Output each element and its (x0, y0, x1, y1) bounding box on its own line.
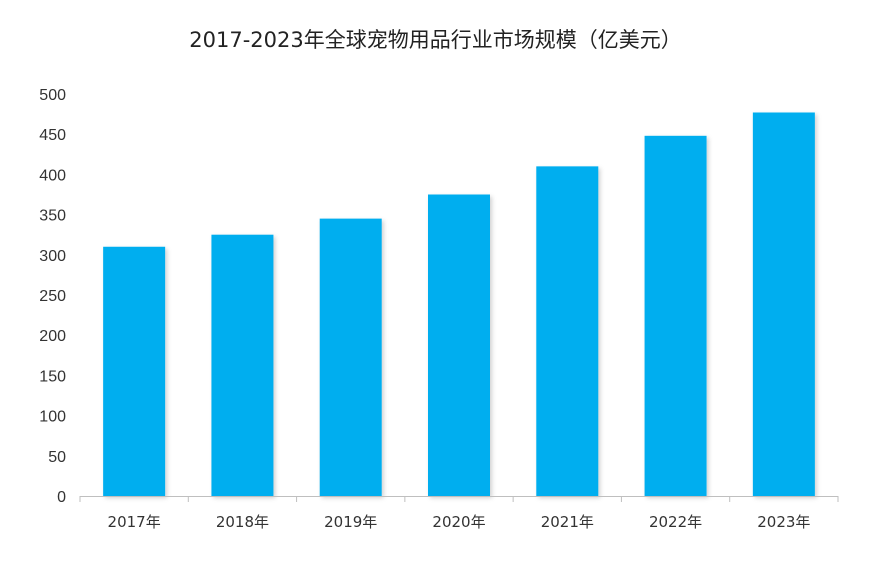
x-tick-label: 2018年 (216, 513, 269, 531)
y-tick-label: 400 (39, 167, 66, 184)
y-tick-label: 150 (39, 368, 66, 385)
y-tick-label: 250 (39, 288, 66, 305)
x-tick-label: 2020年 (432, 513, 485, 531)
x-axis (79, 496, 839, 502)
y-axis-ticks: 0 50 100 150 200 250 300 350 400 450 500 (39, 87, 66, 506)
y-tick-label: 200 (39, 328, 66, 345)
x-tick-label: 2021年 (541, 513, 594, 531)
bar-2018年 (211, 234, 274, 496)
x-tick-label: 2022年 (649, 513, 702, 531)
y-tick-label: 450 (39, 127, 66, 144)
y-tick-label: 100 (39, 409, 66, 426)
y-tick-label: 500 (39, 87, 66, 104)
x-axis-labels: 2017年 2018年 2019年 2020年 2021年 2022年 2023年 (108, 513, 811, 531)
x-tick-label: 2023年 (757, 513, 810, 531)
y-tick-label: 300 (39, 248, 66, 265)
x-tick-label: 2019年 (324, 513, 377, 531)
bar-2021年 (536, 166, 599, 497)
x-tick-label: 2017年 (108, 513, 161, 531)
y-tick-label: 50 (48, 449, 66, 466)
bar-2022年 (644, 135, 707, 497)
chart-title: 2017-2023年全球宠物用品行业市场规模（亿美元） (189, 28, 682, 52)
bars (103, 112, 815, 497)
bar-2023年 (752, 112, 815, 496)
y-tick-label: 0 (57, 489, 66, 506)
y-tick-label: 350 (39, 208, 66, 225)
bar-2019年 (319, 218, 382, 496)
bar-2020年 (428, 194, 490, 496)
bar-2017年 (103, 246, 166, 496)
